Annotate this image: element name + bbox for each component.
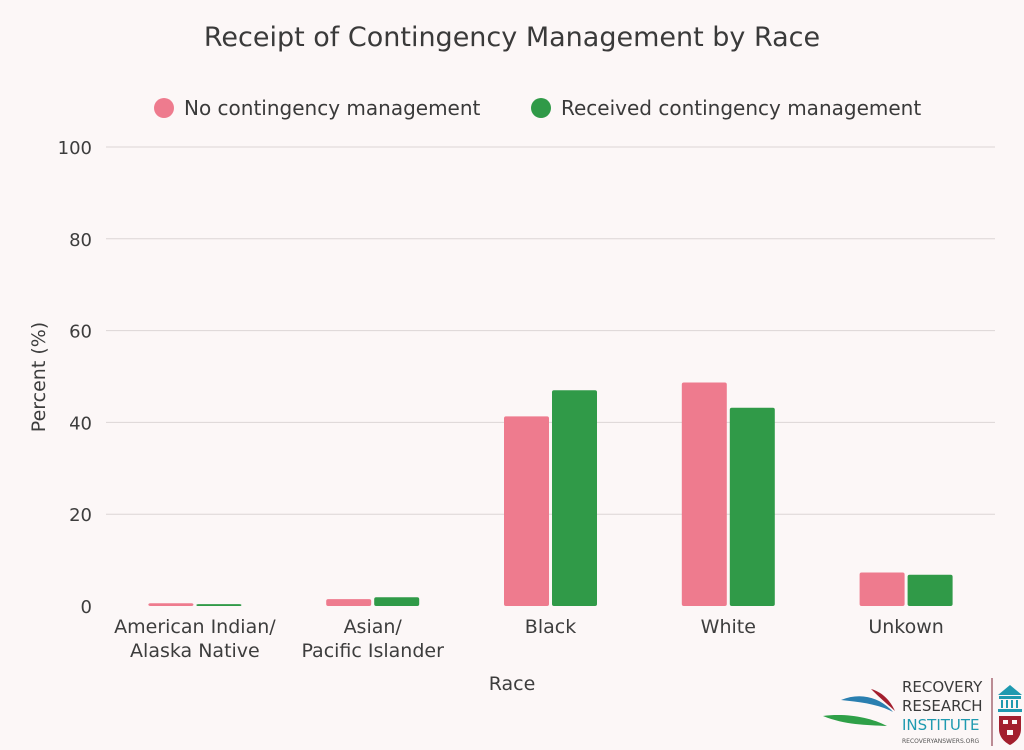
- legend-label-no-cm: No contingency management: [184, 96, 481, 120]
- chart-title: Receipt of Contingency Management by Rac…: [204, 22, 820, 53]
- logo-url: RECOVERYANSWERS.ORG: [902, 738, 980, 745]
- bar-no-cm: [148, 603, 194, 606]
- bar-received-cm: [907, 574, 953, 606]
- bar-no-cm: [326, 599, 372, 606]
- x-category-label: White: [701, 616, 756, 638]
- y-tick-label: 100: [58, 138, 92, 159]
- bar-no-cm: [681, 382, 727, 606]
- x-category-label: Black: [525, 616, 576, 638]
- bar-received-cm: [552, 390, 597, 606]
- x-category-label: Asian/Pacific Islander: [301, 616, 444, 662]
- x-category-label: Unkown: [868, 616, 943, 638]
- logo-line-institute: INSTITUTE: [902, 716, 980, 734]
- y-tick-label: 20: [69, 505, 92, 526]
- legend-swatch-no-cm: [154, 98, 174, 118]
- logo-line-recovery: RECOVERY: [902, 678, 983, 696]
- x-category-label: American Indian/Alaska Native: [114, 616, 276, 662]
- legend-label-received-cm: Received contingency management: [561, 96, 921, 120]
- bar-received-cm: [729, 407, 775, 606]
- x-axis-categories: American Indian/Alaska Native Asian/Pacif…: [114, 616, 944, 662]
- legend-swatch-received-cm: [531, 98, 551, 118]
- legend: No contingency management Received conti…: [154, 96, 921, 120]
- logo-building-icon: [998, 685, 1022, 712]
- bar-no-cm: [859, 572, 905, 606]
- recovery-research-institute-logo: RECOVERY RESEARCH INSTITUTE RECOVERYANSW…: [823, 678, 1022, 746]
- logo-shield-icon: [999, 716, 1021, 745]
- bar-received-cm: [374, 597, 420, 606]
- y-axis-label: Percent (%): [28, 322, 50, 432]
- gridlines: [106, 146, 995, 515]
- x-axis-label: Race: [489, 673, 536, 695]
- bar-no-cm: [504, 416, 549, 606]
- bar-received-cm: [196, 604, 242, 606]
- y-tick-label: 60: [69, 322, 92, 343]
- logo-wings-icon: [823, 689, 895, 726]
- y-tick-label: 0: [81, 597, 92, 618]
- y-tick-label: 40: [69, 413, 92, 434]
- y-axis-ticks: 0 20 40 60 80 100: [58, 138, 92, 618]
- logo-line-research: RESEARCH: [902, 697, 983, 715]
- y-tick-label: 80: [69, 230, 92, 251]
- bars: [148, 382, 953, 606]
